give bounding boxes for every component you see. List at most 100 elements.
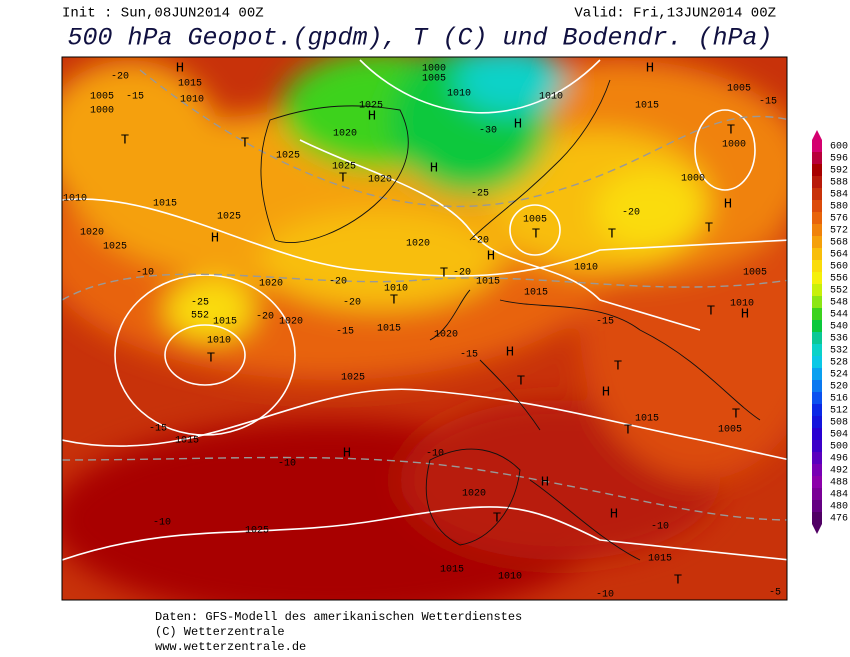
init-time: Init : Sun,08JUN2014 00Z: [62, 6, 264, 22]
colorbar-label: 560: [830, 262, 848, 273]
colorbar-label: 556: [830, 274, 848, 285]
colorbar-label: 520: [830, 382, 848, 393]
contour-label: 1010: [447, 89, 471, 100]
colorbar: 6005965925885845805765725685645605565525…: [812, 130, 848, 534]
colorbar-label: 588: [830, 178, 848, 189]
colorbar-swatch: [812, 176, 822, 188]
contour-label: 1000: [90, 106, 114, 117]
colorbar-swatch: [812, 356, 822, 368]
colorbar-label: 504: [830, 430, 848, 441]
contour-label: 1005: [727, 84, 751, 95]
contour-label: 1015: [635, 101, 659, 112]
contour-label: 1015: [476, 277, 500, 288]
colorbar-swatch: [812, 488, 822, 500]
colorbar-swatch: [812, 344, 822, 356]
contour-label: 552: [191, 311, 209, 322]
colorbar-label: 584: [830, 190, 848, 201]
pressure-center: T: [727, 123, 735, 139]
colorbar-swatch: [812, 236, 822, 248]
coastlines: [260, 79, 761, 561]
pressure-center: H: [368, 109, 376, 125]
colorbar-arrow-top: [812, 130, 822, 140]
colorbar-swatch: [812, 392, 822, 404]
contour-label: 1020: [368, 175, 392, 186]
colorbar-swatch: [812, 308, 822, 320]
contour-label: -10: [153, 518, 171, 529]
colorbar-swatch: [812, 416, 822, 428]
pressure-center: T: [624, 423, 632, 439]
map-frame: [61, 56, 788, 601]
colorbar-label: 552: [830, 286, 848, 297]
contour-label: 1015: [648, 554, 672, 565]
contour-label: -20: [343, 298, 361, 309]
contour-label: 1015: [377, 324, 401, 335]
contour-label: -15: [596, 317, 614, 328]
pressure-center: H: [506, 345, 514, 361]
contour-label: -30: [479, 126, 497, 137]
contour-label: 1010: [539, 92, 563, 103]
colorbar-label: 484: [830, 490, 848, 501]
pressure-center: H: [211, 231, 219, 247]
pressure-center: T: [705, 221, 713, 237]
colorbar-label: 568: [830, 238, 848, 249]
colorbar-label: 528: [830, 358, 848, 369]
contour-label: -10: [278, 459, 296, 470]
pressure-center: H: [176, 61, 184, 77]
colorbar-label: 540: [830, 322, 848, 333]
colorbar-label: 544: [830, 310, 848, 321]
footer-line: (C) Wetterzentrale: [155, 625, 285, 639]
contour-label: -15: [126, 92, 144, 103]
contour-label: 1010: [207, 336, 231, 347]
contour-label: 1020: [333, 129, 357, 140]
pressure-center: H: [610, 507, 618, 523]
contour-label: -20: [111, 72, 129, 83]
contour-label: 1010: [180, 95, 204, 106]
contour-label: 1015: [153, 199, 177, 210]
pressure-center: T: [390, 293, 398, 309]
contour-label: -10: [651, 522, 669, 533]
contour-label: 1020: [279, 317, 303, 328]
pressure-center: H: [430, 161, 438, 177]
colorbar-swatch: [812, 440, 822, 452]
contour-label: 1000: [422, 64, 446, 75]
pressure-center: H: [343, 446, 351, 462]
contour-label: 1015: [635, 414, 659, 425]
colorbar-swatch: [812, 248, 822, 260]
contour-label: 1000: [681, 174, 705, 185]
contour-label: 1010: [574, 263, 598, 274]
colorbar-label: 536: [830, 334, 848, 345]
contour-label: 1025: [341, 373, 365, 384]
colorbar-swatch: [812, 152, 822, 164]
contour-label: -5: [769, 588, 781, 599]
contour-label: 1010: [730, 299, 754, 310]
pressure-center: T: [707, 304, 715, 320]
colorbar-label: 492: [830, 466, 848, 477]
contour-label: 1015: [175, 436, 199, 447]
colorbar-label: 524: [830, 370, 848, 381]
colorbar-swatch: [812, 212, 822, 224]
colorbar-swatch: [812, 284, 822, 296]
colorbar-swatch: [812, 428, 822, 440]
contour-label: 1005: [90, 92, 114, 103]
colorbar-label: 572: [830, 226, 848, 237]
colorbar-label: 580: [830, 202, 848, 213]
contour-label: 1020: [434, 330, 458, 341]
contour-label: 1005: [422, 74, 446, 85]
contour-label: 1015: [178, 79, 202, 90]
contour-label: 1025: [332, 162, 356, 173]
colorbar-swatch: [812, 320, 822, 332]
colorbar-label: 488: [830, 478, 848, 489]
pressure-center: T: [608, 227, 616, 243]
colorbar-swatch: [812, 188, 822, 200]
colorbar-swatch: [812, 380, 822, 392]
pressure-center: T: [614, 359, 622, 375]
colorbar-label: 600: [830, 142, 848, 153]
footer: Daten: GFS-Modell des amerikanischen Wet…: [155, 610, 522, 654]
contour-label: -20: [329, 277, 347, 288]
colorbar-swatch: [812, 296, 822, 308]
colorbar-label: 512: [830, 406, 848, 417]
contour-label: -25: [471, 189, 489, 200]
colorbar-swatch: [812, 332, 822, 344]
colorbar-swatch: [812, 500, 822, 512]
